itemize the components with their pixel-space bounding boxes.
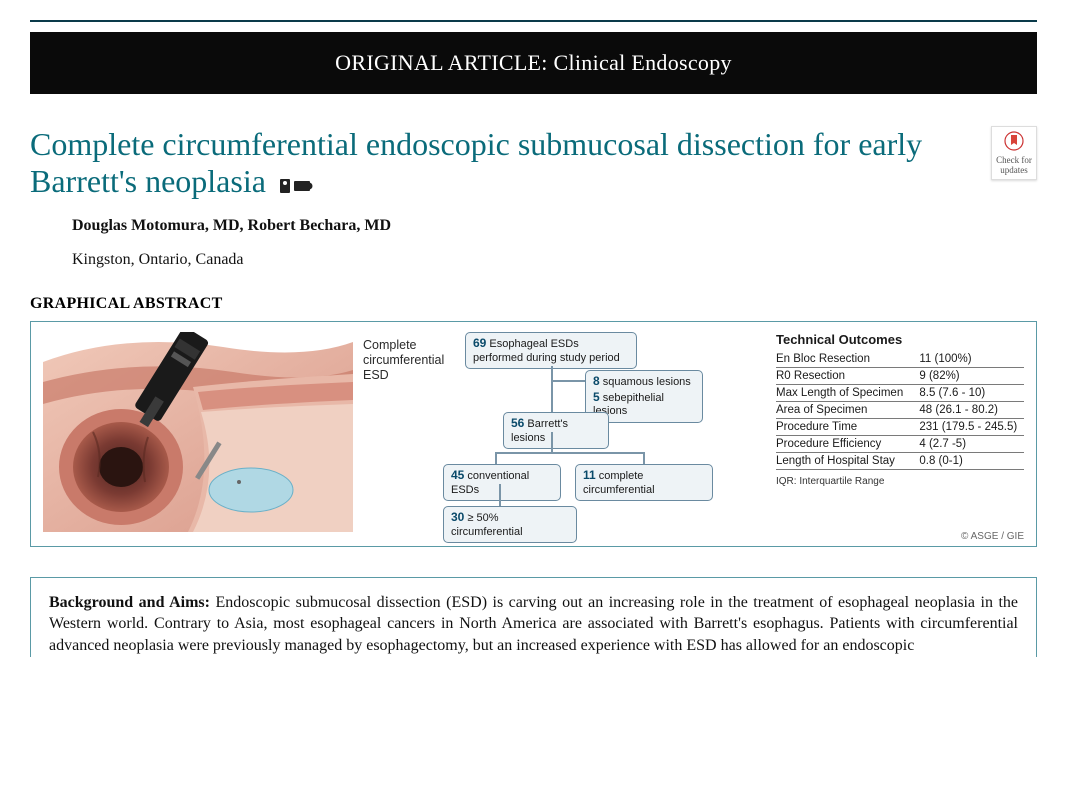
- outcome-label: Procedure Efficiency: [776, 435, 911, 452]
- graphical-abstract-heading: GRAPHICAL ABSTRACT: [30, 295, 1037, 313]
- affiliation: Kingston, Ontario, Canada: [72, 251, 981, 269]
- flow-node-circumferential: 11 complete circumferential: [575, 464, 713, 502]
- flow-node-conventional: 45 conventional ESDs: [443, 464, 561, 502]
- bookmark-icon: [1004, 131, 1024, 153]
- ga-copyright: © ASGE / GIE: [961, 531, 1024, 542]
- bg-aims-head: Background and Aims:: [49, 594, 210, 611]
- flow-node-barretts: 56 Barrett's lesions: [503, 412, 609, 450]
- check-updates-badge[interactable]: Check for updates: [991, 126, 1037, 180]
- outcome-value: 9 (82%): [911, 367, 1024, 384]
- outcome-value: 231 (179.5 - 245.5): [911, 418, 1024, 435]
- abstract-box: Background and Aims: Endoscopic submucos…: [30, 577, 1037, 657]
- title-text: Complete circumferential endoscopic subm…: [30, 126, 922, 199]
- outcome-label: En Bloc Resection: [776, 351, 911, 368]
- outcome-label: R0 Resection: [776, 367, 911, 384]
- procedure-label: Complete circumferential ESD: [363, 338, 453, 383]
- outcomes-row: Area of Specimen48 (26.1 - 80.2): [776, 401, 1024, 418]
- outcomes-title: Technical Outcomes: [776, 332, 1024, 347]
- outcomes-row: R0 Resection9 (82%): [776, 367, 1024, 384]
- top-rule: [30, 20, 1037, 22]
- outcome-label: Max Length of Specimen: [776, 384, 911, 401]
- outcome-value: 4 (2.7 -5): [911, 435, 1024, 452]
- article-title: Complete circumferential endoscopic subm…: [30, 126, 981, 203]
- flow-diagram: Complete circumferential ESD 69 Esophage…: [365, 332, 764, 540]
- outcomes-panel: Technical Outcomes En Bloc Resection11 (…: [776, 332, 1024, 540]
- outcome-label: Length of Hospital Stay: [776, 452, 911, 469]
- esd-illustration: [43, 332, 353, 532]
- outcome-value: 48 (26.1 - 80.2): [911, 401, 1024, 418]
- update-badge-label: Check for updates: [996, 155, 1032, 175]
- outcome-label: Procedure Time: [776, 418, 911, 435]
- title-block: Complete circumferential endoscopic subm…: [30, 126, 981, 269]
- flow-node-total: 69 Esophageal ESDs performed during stud…: [465, 332, 637, 370]
- outcomes-row: Procedure Time231 (179.5 - 245.5): [776, 418, 1024, 435]
- graphical-abstract-box: Complete circumferential ESD 69 Esophage…: [30, 321, 1037, 547]
- outcomes-row: Length of Hospital Stay0.8 (0-1): [776, 452, 1024, 469]
- outcomes-row: Procedure Efficiency4 (2.7 -5): [776, 435, 1024, 452]
- title-row: Complete circumferential endoscopic subm…: [30, 126, 1037, 269]
- iqr-note: IQR: Interquartile Range: [776, 476, 1024, 487]
- flow-node-fifty-pct: 30 ≥ 50% circumferential: [443, 506, 577, 544]
- outcome-label: Area of Specimen: [776, 401, 911, 418]
- outcomes-row: Max Length of Specimen8.5 (7.6 - 10): [776, 384, 1024, 401]
- outcome-value: 11 (100%): [911, 351, 1024, 368]
- outcomes-row: En Bloc Resection11 (100%): [776, 351, 1024, 368]
- article-type-banner: ORIGINAL ARTICLE: Clinical Endoscopy: [30, 32, 1037, 94]
- outcomes-table: En Bloc Resection11 (100%)R0 Resection9 …: [776, 351, 1024, 470]
- authors: Douglas Motomura, MD, Robert Bechara, MD: [72, 217, 981, 235]
- banner-label: ORIGINAL ARTICLE: Clinical Endoscopy: [335, 50, 732, 75]
- outcome-value: 0.8 (0-1): [911, 452, 1024, 469]
- outcome-value: 8.5 (7.6 - 10): [911, 384, 1024, 401]
- media-icons: [280, 166, 314, 203]
